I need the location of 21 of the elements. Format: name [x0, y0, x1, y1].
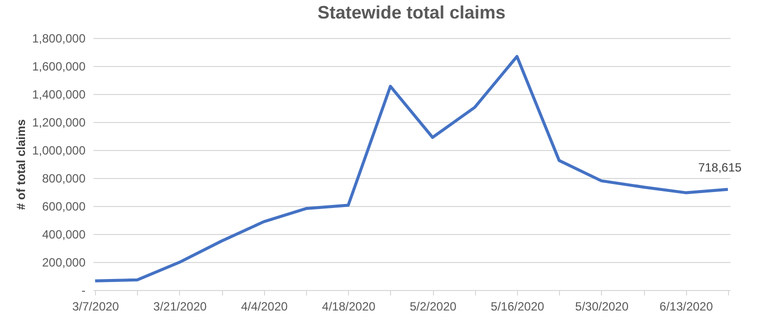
- chart-title: Statewide total claims: [317, 2, 506, 22]
- y-tick-label: 1,800,000: [32, 32, 86, 46]
- y-tick-label: 1,600,000: [32, 60, 86, 74]
- y-tick-label: 400,000: [42, 228, 86, 242]
- x-tick-label: 4/18/2020: [322, 300, 376, 314]
- x-tick-label: 3/21/2020: [153, 300, 207, 314]
- y-tick-label: 800,000: [42, 172, 86, 186]
- x-tick-label: 4/4/2020: [240, 300, 288, 314]
- y-axis-title: # of total claims: [14, 118, 28, 210]
- y-tick-label: 1,000,000: [32, 144, 86, 158]
- x-tick-label: 6/13/2020: [660, 300, 714, 314]
- x-tick-label: 5/2/2020: [410, 300, 457, 314]
- y-tick-label: -: [82, 284, 86, 298]
- x-tick-label: 5/30/2020: [575, 300, 629, 314]
- y-tick-label: 200,000: [42, 256, 86, 270]
- data-label: 718,615: [698, 160, 742, 174]
- x-tick-label: 5/16/2020: [490, 300, 544, 314]
- x-tick-label: 3/7/2020: [72, 300, 120, 314]
- y-tick-label: 600,000: [42, 200, 86, 214]
- y-tick-label: 1,400,000: [32, 88, 86, 102]
- y-tick-label: 1,200,000: [32, 116, 86, 130]
